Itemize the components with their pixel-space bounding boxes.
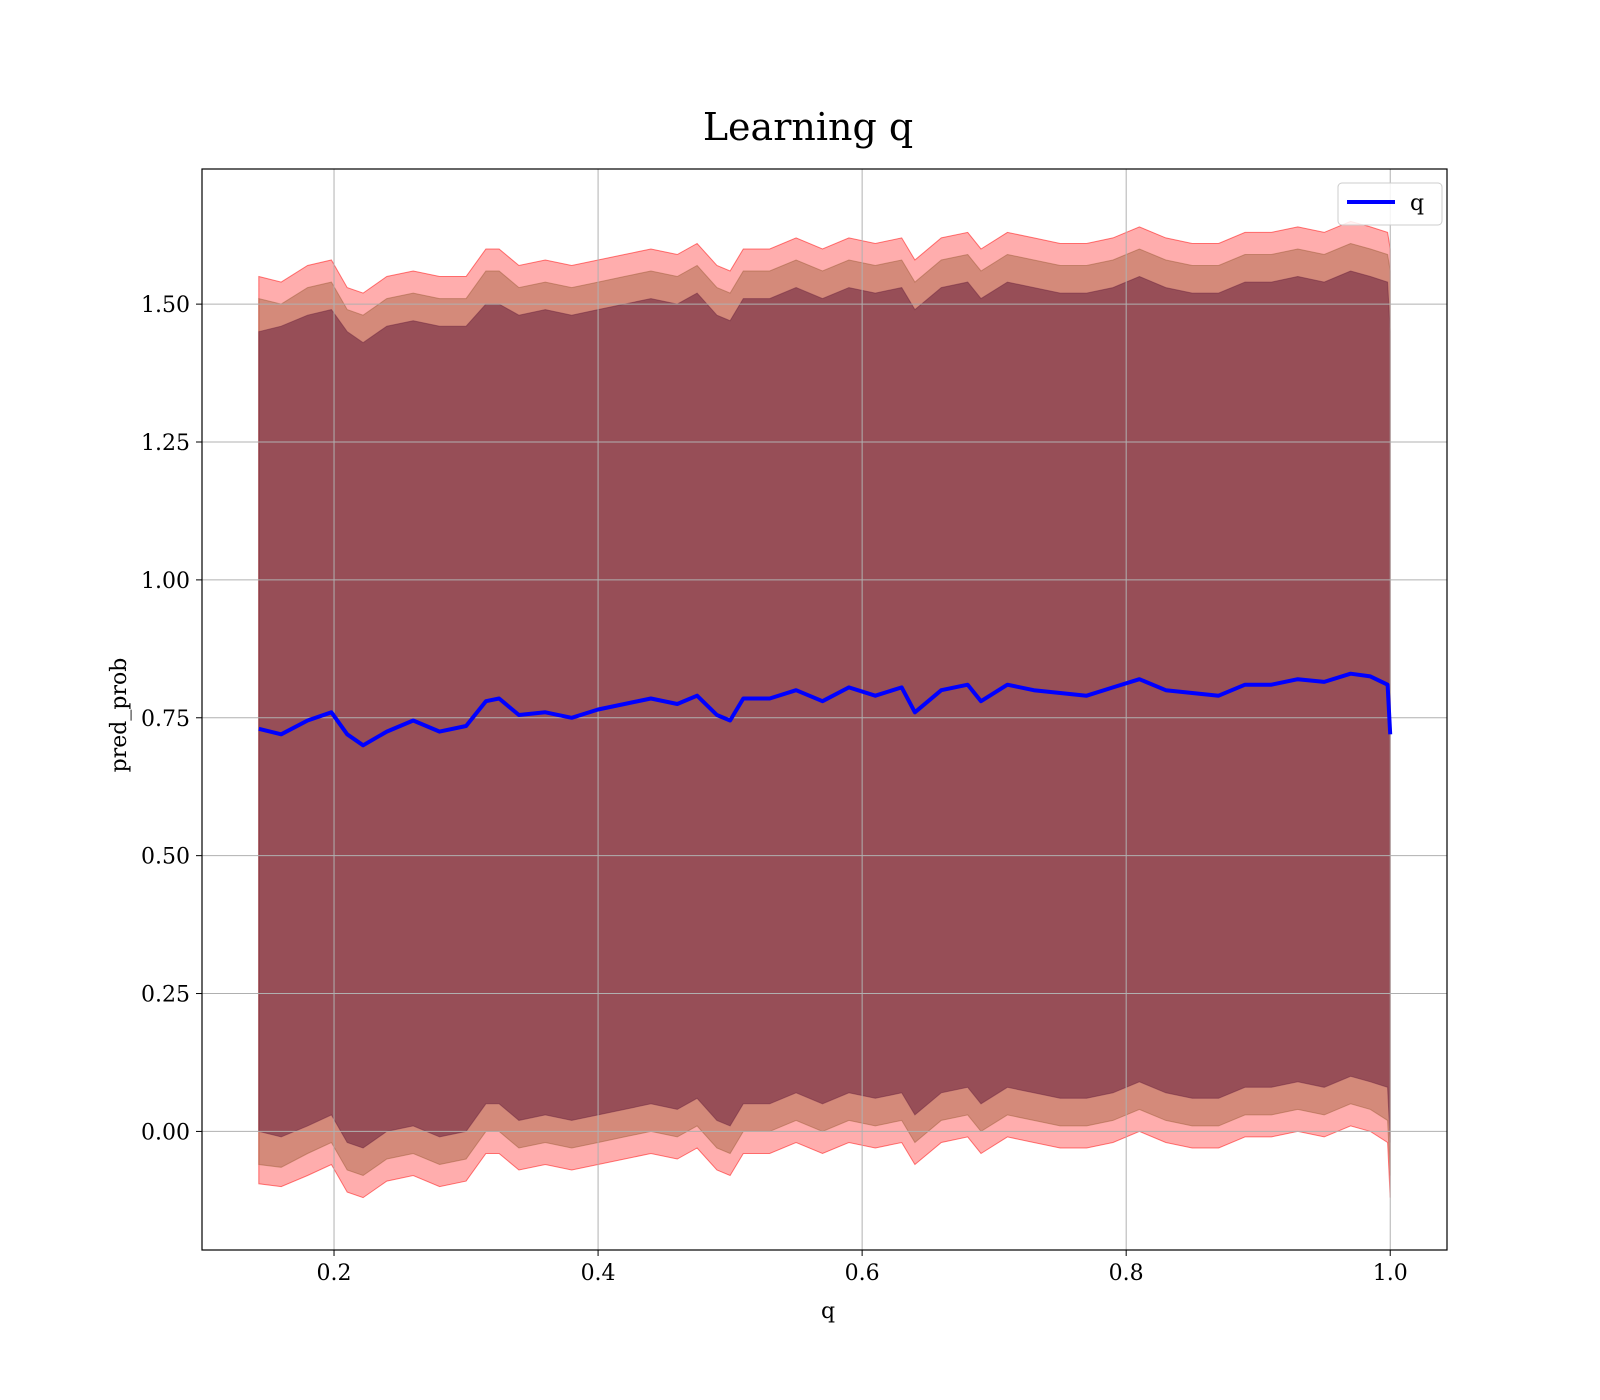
chart-title: Learning q (703, 105, 913, 149)
x-tick-label-1: 0.4 (581, 1261, 616, 1286)
y-tick-label-4: 1.00 (141, 569, 190, 594)
legend-label: q (1410, 191, 1424, 216)
y-tick-label-3: 0.75 (141, 707, 190, 732)
x-tick-label-0: 0.2 (317, 1261, 352, 1286)
y-tick-label-5: 1.25 (141, 431, 190, 456)
y-tick-label-0: 0.00 (141, 1120, 190, 1145)
axes-frame (201, 168, 1448, 1251)
x-tick-label-2: 0.6 (845, 1261, 880, 1286)
band-2 (258, 270, 1391, 1149)
series-line-0 (258, 671, 1393, 748)
x-axis-label: q (821, 1299, 835, 1324)
y-tick-label-2: 0.50 (141, 845, 190, 870)
y-tick-label-6: 1.50 (141, 293, 190, 318)
x-tick-label-3: 0.8 (1109, 1261, 1144, 1286)
legend: q (1337, 182, 1443, 226)
bands-layer (258, 220, 1391, 1199)
x-ticks: 0.2 0.4 0.6 0.8 1.0 (317, 1250, 1408, 1286)
y-ticks: 0.00 0.25 0.50 0.75 1.00 1.25 1.50 (141, 293, 202, 1145)
y-axis-label: pred_prob (107, 658, 132, 773)
y-tick-label-1: 0.25 (141, 983, 190, 1008)
series-layer (258, 671, 1393, 748)
x-tick-label-4: 1.0 (1373, 1261, 1408, 1286)
